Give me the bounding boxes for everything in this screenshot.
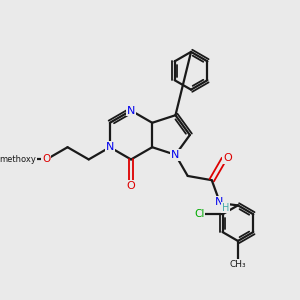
Text: methoxy: methoxy (0, 155, 36, 164)
Text: H: H (222, 202, 230, 213)
Text: O: O (42, 154, 50, 164)
Text: O: O (223, 153, 232, 163)
Text: N: N (127, 106, 135, 116)
Text: Cl: Cl (194, 209, 204, 219)
Text: N: N (171, 150, 180, 160)
Text: N: N (106, 142, 114, 152)
Text: N: N (215, 197, 223, 207)
Text: CH₃: CH₃ (230, 260, 246, 269)
Text: O: O (127, 181, 135, 191)
Text: methoxy: methoxy (0, 156, 21, 162)
